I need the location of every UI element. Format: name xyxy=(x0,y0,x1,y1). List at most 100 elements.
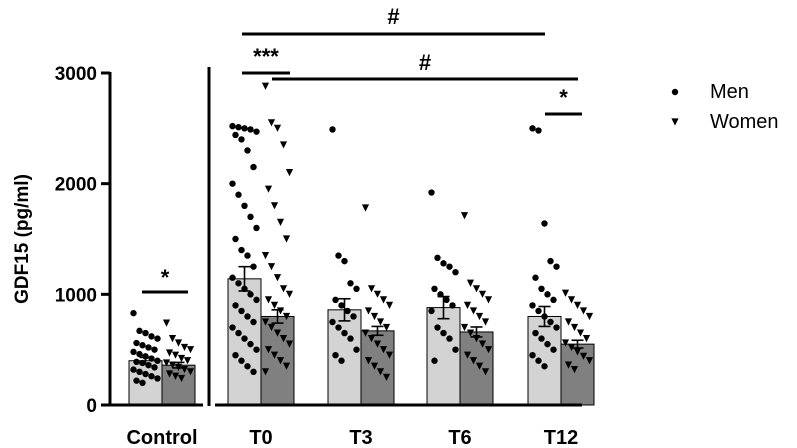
point-men xyxy=(229,180,236,187)
point-men xyxy=(350,313,357,320)
bar-men xyxy=(426,307,461,406)
point-women xyxy=(183,357,192,365)
point-women xyxy=(162,359,171,367)
point-men xyxy=(241,335,248,342)
point-men xyxy=(529,352,536,359)
point-men xyxy=(238,357,245,364)
point-women xyxy=(264,346,273,354)
point-women xyxy=(472,335,481,343)
point-women xyxy=(564,318,573,326)
point-women xyxy=(261,82,270,90)
point-men xyxy=(253,296,260,304)
point-women xyxy=(282,312,291,321)
point-women xyxy=(573,348,582,356)
point-men xyxy=(541,363,548,370)
point-men xyxy=(550,346,557,353)
point-men xyxy=(532,329,539,337)
point-women xyxy=(270,202,279,210)
point-men xyxy=(535,127,542,134)
point-women xyxy=(285,340,294,348)
point-women xyxy=(276,218,285,226)
point-men xyxy=(434,324,441,331)
point-women xyxy=(370,312,379,321)
point-men xyxy=(437,291,444,298)
point-women xyxy=(579,352,588,360)
point-men xyxy=(338,302,345,309)
point-women xyxy=(373,290,382,298)
point-women xyxy=(561,339,570,347)
point-men xyxy=(232,235,239,243)
point-women xyxy=(564,361,573,369)
point-men xyxy=(547,318,554,326)
point-men xyxy=(142,370,149,378)
point-women xyxy=(364,357,373,365)
legend-marker-men xyxy=(671,88,679,96)
point-women xyxy=(367,285,376,293)
point-men xyxy=(139,359,146,367)
point-women xyxy=(276,357,285,365)
point-women xyxy=(478,290,487,298)
point-men xyxy=(532,274,539,281)
point-men xyxy=(452,269,459,276)
point-men xyxy=(229,122,236,130)
point-men xyxy=(235,124,242,131)
point-men xyxy=(130,348,137,356)
point-men xyxy=(244,252,251,259)
point-women xyxy=(570,365,579,374)
point-men xyxy=(250,318,257,326)
point-women xyxy=(567,296,576,304)
point-men xyxy=(541,313,548,320)
point-men xyxy=(547,257,554,265)
point-men xyxy=(341,329,348,337)
point-men xyxy=(142,329,149,337)
point-men xyxy=(247,213,254,221)
point-women xyxy=(282,235,291,243)
point-women xyxy=(282,362,291,370)
point-men xyxy=(136,327,143,335)
point-men xyxy=(250,368,257,375)
x-axis: Control T0 T3 T6 T12 xyxy=(110,67,582,448)
significance-label: * xyxy=(161,265,170,290)
point-women xyxy=(561,289,570,297)
point-men xyxy=(238,246,245,254)
y-tick-label: 1000 xyxy=(55,285,97,306)
point-women xyxy=(379,296,388,304)
significance-label: # xyxy=(419,50,431,75)
point-women xyxy=(264,185,273,193)
point-men xyxy=(541,220,548,227)
point-men xyxy=(244,363,251,370)
point-women xyxy=(261,318,270,326)
legend-marker-women xyxy=(671,118,679,126)
point-men xyxy=(338,357,345,364)
y-tick-label: 3000 xyxy=(55,64,97,85)
point-men xyxy=(440,260,447,267)
point-men xyxy=(145,361,152,369)
point-women xyxy=(171,351,180,359)
point-men xyxy=(449,302,456,309)
point-men xyxy=(446,263,453,270)
point-women xyxy=(469,357,478,365)
significance-label: *** xyxy=(253,44,279,69)
point-women xyxy=(186,346,195,354)
point-women xyxy=(385,301,394,309)
point-men xyxy=(148,355,155,362)
x-tick-label: T0 xyxy=(249,427,272,448)
point-women xyxy=(279,141,288,149)
point-women xyxy=(273,329,282,337)
significance-label: * xyxy=(559,85,568,110)
point-men xyxy=(142,353,149,360)
point-women xyxy=(484,346,493,354)
point-men xyxy=(535,357,542,364)
point-men xyxy=(232,352,239,359)
point-women xyxy=(171,372,180,380)
point-women xyxy=(168,335,177,343)
point-men xyxy=(151,364,158,371)
x-tick-label: T12 xyxy=(544,427,578,448)
point-women xyxy=(472,285,481,293)
point-women xyxy=(177,354,186,363)
y-tick-label: 0 xyxy=(86,396,97,417)
point-men xyxy=(235,280,242,287)
point-men xyxy=(452,346,459,353)
point-women xyxy=(165,349,174,357)
